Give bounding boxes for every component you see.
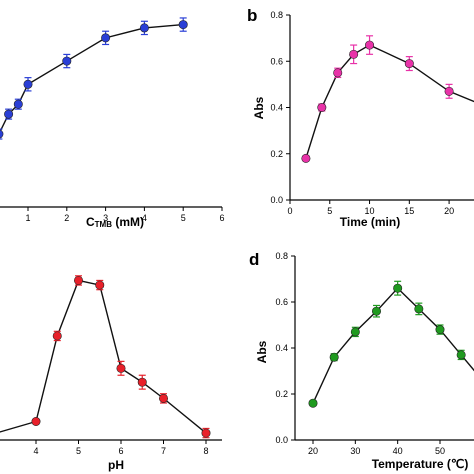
chart-panel-d: d 20 30 40 50 0.0 0.2 0.4 0.6 0.8 Abs Temperatur… xyxy=(249,250,474,471)
x-tick-label: 30 xyxy=(350,446,360,456)
x-tick-label: 8 xyxy=(203,446,208,456)
x-tick-label: 40 xyxy=(393,446,403,456)
x-tick-label: 1 xyxy=(25,213,30,223)
x-tick-label: 10 xyxy=(365,206,375,216)
panel-d-axes xyxy=(294,256,474,441)
chart-panel-a: 1 2 3 4 5 6 CTMB (mM) xyxy=(0,17,225,229)
data-point xyxy=(444,86,454,96)
data-point xyxy=(101,33,111,43)
data-point xyxy=(74,275,84,285)
x-tick-label: 5 xyxy=(76,446,81,456)
x-tick-label: 20 xyxy=(444,206,454,216)
panel-c-x-ticks: 4 5 6 7 8 xyxy=(33,440,209,456)
x-tick-label: 15 xyxy=(404,206,414,216)
series-line xyxy=(312,287,474,404)
data-point xyxy=(0,129,4,139)
data-point xyxy=(137,377,147,387)
data-point xyxy=(456,350,466,360)
panel-b-ticks: 0 5 10 15 20 0.0 0.2 0.4 0.6 0.8 xyxy=(270,10,454,216)
series-line xyxy=(305,44,474,159)
data-point xyxy=(329,352,339,362)
x-tick-label: 6 xyxy=(219,213,224,223)
panel-c-x-axis-title: pH xyxy=(108,458,124,472)
error-bar xyxy=(0,128,3,140)
panel-a-x-ticks: 1 2 3 4 5 6 xyxy=(25,207,225,223)
y-tick-label: 0.8 xyxy=(270,10,283,20)
x-tick-label: 2 xyxy=(64,213,69,223)
data-point xyxy=(116,363,126,373)
series-line xyxy=(0,279,207,434)
data-point xyxy=(23,79,33,89)
x-tick-label: 4 xyxy=(142,213,147,223)
data-point xyxy=(301,153,311,163)
y-tick-label: 0.8 xyxy=(275,251,288,261)
data-point xyxy=(159,393,169,403)
data-point xyxy=(435,325,445,335)
y-tick-label: 0.4 xyxy=(270,103,283,113)
x-tick-label: 6 xyxy=(118,446,123,456)
y-tick-label: 0.0 xyxy=(275,435,288,445)
panel-d-series xyxy=(308,280,474,408)
data-point xyxy=(350,327,360,337)
panel-c-series xyxy=(0,275,211,439)
data-point xyxy=(178,20,188,30)
data-point xyxy=(393,283,403,293)
data-point xyxy=(31,416,41,426)
y-tick-label: 0.6 xyxy=(270,56,283,66)
x-tick-label: 4 xyxy=(33,446,38,456)
panel-d-ticks: 20 30 40 50 0.0 0.2 0.4 0.6 0.8 xyxy=(275,251,445,456)
chart-panel-b: b 0 5 10 15 20 0.0 0.2 0.4 0.6 0.8 Abs Time (min) xyxy=(247,6,474,229)
data-point xyxy=(95,280,105,290)
data-point xyxy=(139,23,149,33)
x-tick-label: 0 xyxy=(287,206,292,216)
panel-b-y-axis-title: Abs xyxy=(252,96,266,119)
panel-a-series xyxy=(0,17,188,140)
x-tick-label: 5 xyxy=(327,206,332,216)
data-point xyxy=(365,40,375,50)
x-tick-label: 5 xyxy=(181,213,186,223)
data-point xyxy=(317,103,327,113)
data-point xyxy=(414,304,424,314)
data-point xyxy=(52,331,62,341)
panel-b-x-axis-title: Time (min) xyxy=(340,215,400,229)
panel-d-letter: d xyxy=(249,250,259,269)
y-tick-label: 0.2 xyxy=(275,389,288,399)
data-point xyxy=(371,306,381,316)
chart-panel-c: 4 5 6 7 8 pH xyxy=(0,275,222,472)
y-tick-label: 0.0 xyxy=(270,195,283,205)
data-point xyxy=(349,49,359,59)
data-point xyxy=(404,59,414,69)
panel-a-x-axis-title: CTMB (mM) xyxy=(86,215,144,229)
x-tick-label: 3 xyxy=(103,213,108,223)
y-tick-label: 0.6 xyxy=(275,297,288,307)
y-tick-label: 0.2 xyxy=(270,149,283,159)
y-tick-label: 0.4 xyxy=(275,343,288,353)
data-point xyxy=(13,99,23,109)
data-point xyxy=(4,109,14,119)
x-tick-label: 50 xyxy=(435,446,445,456)
x-tick-label: 7 xyxy=(161,446,166,456)
panel-b-series xyxy=(301,35,474,163)
panel-d-x-axis-title: Temperature (℃) xyxy=(372,457,469,471)
panel-d-y-axis-title: Abs xyxy=(255,340,269,363)
panel-b-letter: b xyxy=(247,6,257,25)
data-point xyxy=(201,428,211,438)
data-point xyxy=(333,68,343,78)
x-tick-label: 20 xyxy=(308,446,318,456)
data-point xyxy=(62,56,72,66)
data-point xyxy=(308,398,318,408)
